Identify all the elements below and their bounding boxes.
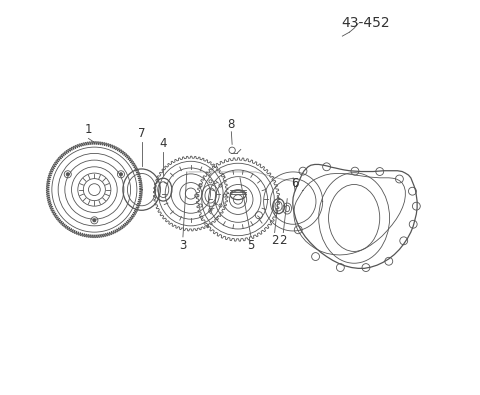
Circle shape [93,219,96,222]
Text: 5: 5 [247,239,255,252]
Circle shape [120,173,122,176]
Text: 7: 7 [138,128,145,141]
Circle shape [66,173,69,176]
Text: 6: 6 [291,177,299,190]
Text: 2: 2 [279,234,287,247]
Text: 2: 2 [271,234,278,247]
Text: 43-452: 43-452 [342,17,390,30]
Text: 3: 3 [179,239,187,252]
Text: 1: 1 [84,124,92,137]
Text: 8: 8 [228,118,235,131]
Text: 4: 4 [159,137,167,150]
